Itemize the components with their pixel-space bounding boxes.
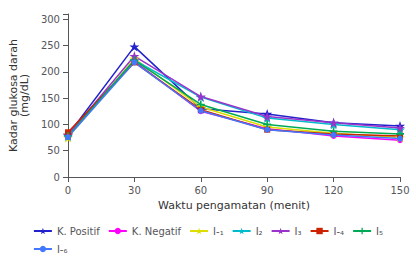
svg-text:Waktu pengamatan (menit): Waktu pengamatan (menit) [158,199,310,212]
svg-text:K. Positif: K. Positif [57,226,100,237]
svg-text:90: 90 [261,185,274,196]
svg-text:(mg/dL): (mg/dL) [18,74,31,117]
svg-text:200: 200 [41,66,60,77]
svg-text:150: 150 [390,185,409,196]
svg-text:250: 250 [41,40,60,51]
svg-text:30: 30 [128,185,141,196]
svg-text:150: 150 [41,93,60,104]
svg-text:I-₁: I-₁ [213,226,224,237]
svg-text:Kadar glukosa darah: Kadar glukosa darah [7,38,20,153]
svg-text:I₅: I₅ [376,226,383,237]
svg-text:I-₆: I-₆ [57,244,68,255]
svg-text:0: 0 [54,172,60,183]
svg-text:300: 300 [41,14,60,25]
svg-text:K. Negatif: K. Negatif [132,226,182,237]
svg-text:0: 0 [65,185,71,196]
svg-text:100: 100 [41,119,60,130]
svg-text:120: 120 [324,185,343,196]
svg-text:I₃: I₃ [295,226,302,237]
svg-text:I-₄: I-₄ [334,226,345,237]
svg-text:50: 50 [47,145,60,156]
svg-text:I₂: I₂ [256,226,263,237]
svg-text:60: 60 [194,185,207,196]
